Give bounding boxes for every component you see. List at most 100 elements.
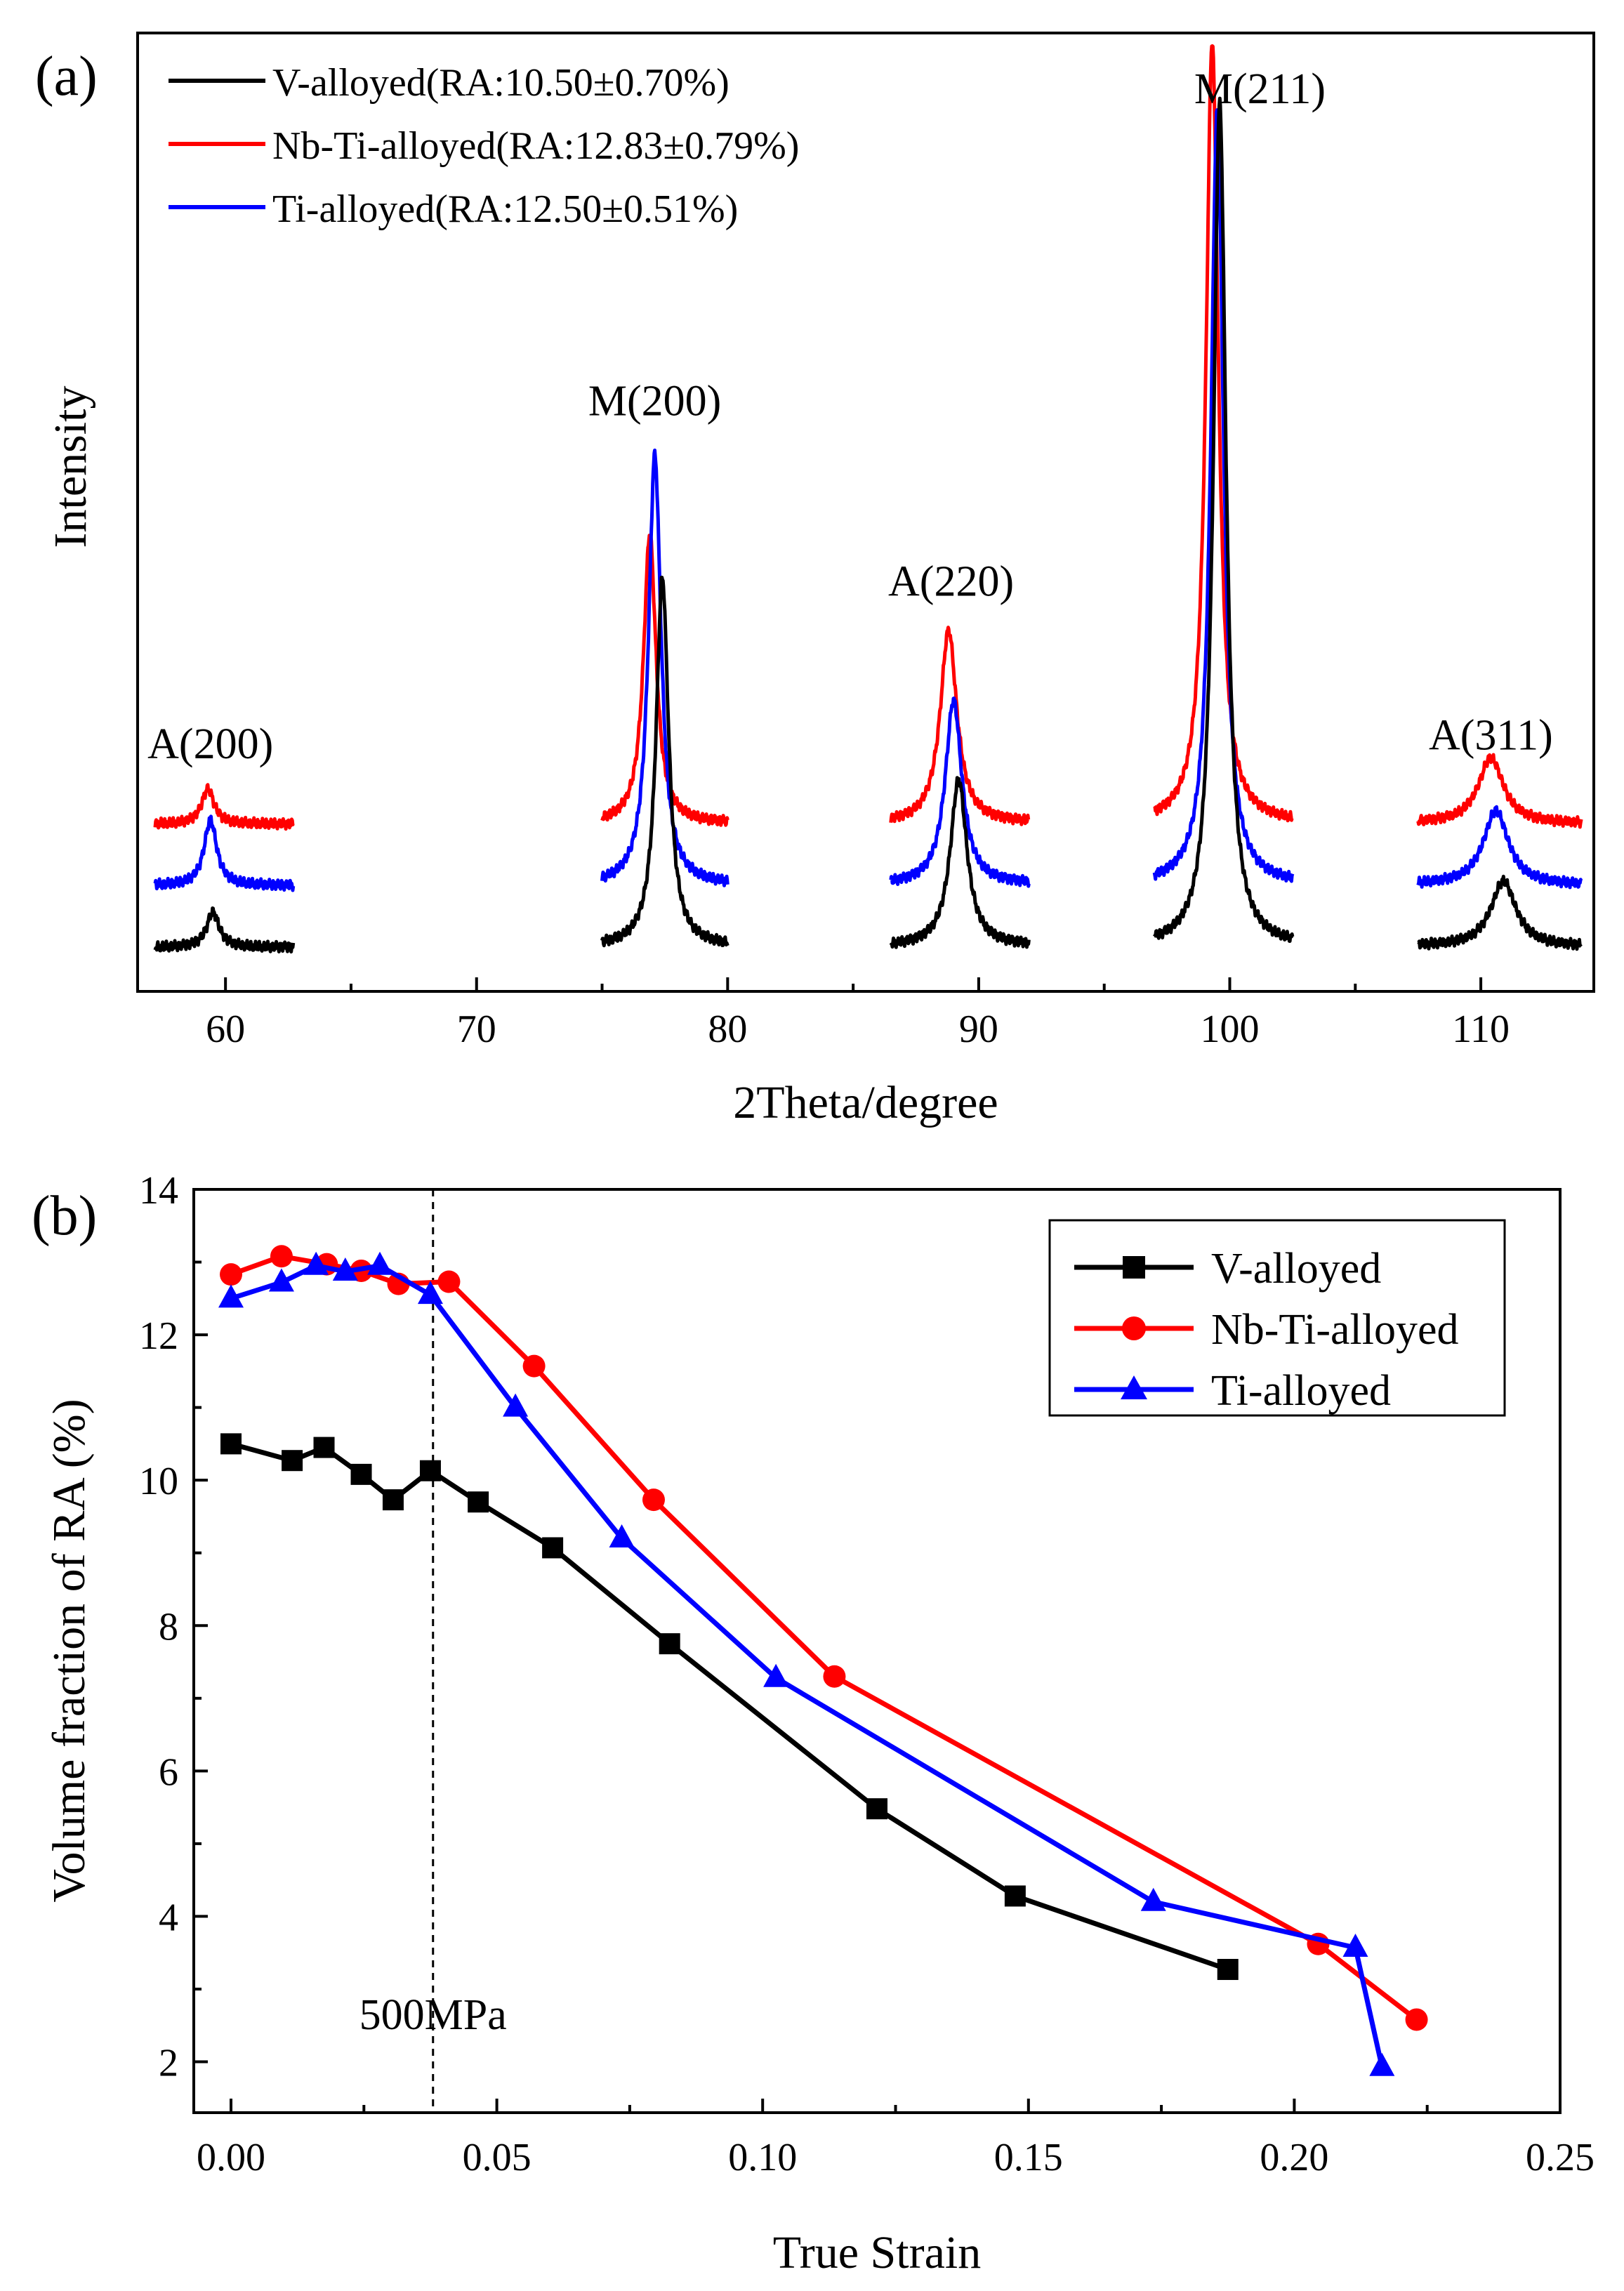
data-point-v-alloyed <box>220 1433 242 1455</box>
panel-b-plot-frame <box>192 1188 1562 2114</box>
legend-a-label-nb-ti-alloyed: Nb-Ti-alloyed(RA:12.83±0.79%) <box>272 124 799 168</box>
xrd-line-ti-alloyed <box>1416 805 1583 890</box>
panel-b-x-axis-label: True Strain <box>773 2227 981 2278</box>
data-point-ti-alloyed <box>609 1524 635 1548</box>
panel-b-legend: V-alloyed Nb-Ti-alloyed Ti-alloyed <box>1048 1219 1506 1417</box>
data-point-v-alloyed <box>350 1463 372 1485</box>
xrd-line-nb-ti-alloyed <box>1153 44 1294 823</box>
data-point-ti-alloyed <box>303 1251 329 1275</box>
panel-b-y-tick-label: 14 <box>139 1169 178 1213</box>
panel-b-series <box>218 1245 1428 2076</box>
panel-b-y-axis-label: Volume fraction of RA (%) <box>44 1399 95 1902</box>
panel-b-x-ticks: 0.00 0.05 0.10 0.15 0.20 0.25 <box>197 2099 1595 2179</box>
peak-label-a-200: A(200) <box>147 720 273 768</box>
panel-b-x-tick-label: 0.10 <box>728 2136 797 2179</box>
panel-b-y-ticks: 2 4 6 8 10 12 14 <box>139 1169 208 2085</box>
legend-b-marker-v-alloyed <box>1123 1256 1145 1279</box>
panel-b-x-tick-label: 0.20 <box>1260 2136 1328 2179</box>
data-point-v-alloyed <box>382 1489 404 1511</box>
data-point-nb-ti-alloyed <box>220 1263 243 1286</box>
panel-b-y-tick-label: 2 <box>159 2042 178 2085</box>
data-point-v-alloyed <box>1217 1959 1239 1981</box>
xrd-line-v-alloyed <box>889 776 1031 949</box>
xrd-line-nb-ti-alloyed <box>153 783 295 831</box>
panel-b: (b) 0.00 0.05 0.10 0.15 0.20 0.25 2468101214 … <box>32 1169 1595 2278</box>
data-point-ti-alloyed <box>1369 2052 1395 2076</box>
data-point-v-alloyed <box>468 1491 489 1513</box>
data-point-ti-alloyed <box>763 1663 789 1687</box>
panel-a-x-axis-label: 2Theta/degree <box>733 1077 998 1128</box>
panel-a-peak-labels: A(200) M(200) A(220) M(211) A(311) <box>147 65 1553 768</box>
panel-a-plot-frame <box>136 32 1595 993</box>
legend-b-label-ti-alloyed: Ti-alloyed <box>1211 1367 1391 1415</box>
panel-b-y-tick-label: 10 <box>139 1460 178 1503</box>
data-point-ti-alloyed <box>367 1251 393 1275</box>
panel-a-series <box>153 44 1583 953</box>
panel-a-letter: (a) <box>35 46 98 107</box>
panel-a-x-tick-label: 60 <box>206 1008 245 1051</box>
data-point-v-alloyed <box>282 1450 303 1472</box>
data-point-ti-alloyed <box>268 1268 294 1292</box>
xrd-line-ti-alloyed <box>889 696 1031 888</box>
data-point-nb-ti-alloyed <box>270 1245 293 1268</box>
data-point-v-alloyed <box>542 1537 564 1559</box>
legend-a-label-ti-alloyed: Ti-alloyed(RA:12.50±0.51%) <box>272 187 738 231</box>
panel-b-y-tick-label: 8 <box>159 1605 178 1649</box>
data-point-nb-ti-alloyed <box>522 1354 546 1378</box>
panel-b-x-tick-label: 0.05 <box>463 2136 532 2179</box>
peak-label-m-211: M(211) <box>1194 65 1326 113</box>
panel-a-x-tick-label: 70 <box>457 1008 496 1051</box>
xrd-line-nb-ti-alloyed <box>600 534 730 827</box>
xrd-line-nb-ti-alloyed <box>1416 753 1583 829</box>
xrd-line-nb-ti-alloyed <box>889 626 1031 826</box>
data-point-ti-alloyed <box>332 1257 358 1281</box>
xrd-line-v-alloyed <box>1417 874 1583 951</box>
data-point-nb-ti-alloyed <box>823 1665 846 1688</box>
data-point-ti-alloyed <box>503 1393 529 1417</box>
legend-b-label-v-alloyed: V-alloyed <box>1211 1245 1381 1293</box>
data-point-ti-alloyed <box>1342 1933 1368 1957</box>
panel-a-x-tick-label: 110 <box>1452 1008 1510 1051</box>
xrd-line-ti-alloyed <box>1152 108 1295 883</box>
panel-a-x-tick-label: 80 <box>708 1008 747 1051</box>
panel-a: (a) 60 70 80 90 100 110 A(200) M(200) A(220) M(2… <box>35 32 1595 1128</box>
legend-b-box <box>1048 1219 1506 1417</box>
panel-b-y-tick-label: 12 <box>139 1314 178 1358</box>
legend-a-label-v-alloyed: V-alloyed(RA:10.50±0.70%) <box>272 61 730 105</box>
peak-label-a-311: A(311) <box>1429 712 1553 760</box>
legend-b-marker-nb-ti-alloyed <box>1122 1316 1146 1340</box>
data-point-v-alloyed <box>419 1460 441 1481</box>
data-point-nb-ti-alloyed <box>1405 2008 1428 2031</box>
panel-a-x-ticks: 60 70 80 90 100 110 <box>206 977 1510 1051</box>
peak-label-m-200: M(200) <box>588 378 721 425</box>
panel-b-y-tick-label: 4 <box>159 1896 178 1939</box>
data-point-nb-ti-alloyed <box>437 1270 461 1293</box>
peak-label-a-220: A(220) <box>888 557 1014 605</box>
data-point-ti-alloyed <box>417 1281 443 1305</box>
panel-b-x-tick-label: 0.25 <box>1526 2136 1595 2179</box>
series-line-v-alloyed <box>230 1441 1229 1972</box>
xrd-line-v-alloyed <box>600 575 730 948</box>
data-point-v-alloyed <box>866 1798 887 1820</box>
data-point-nb-ti-alloyed <box>642 1488 665 1512</box>
xrd-line-ti-alloyed <box>600 448 730 887</box>
reference-label-500mpa: 500MPa <box>359 1991 507 2039</box>
data-point-ti-alloyed <box>218 1284 244 1308</box>
xrd-line-v-alloyed <box>1153 96 1295 943</box>
legend-b-label-nb-ti-alloyed: Nb-Ti-alloyed <box>1211 1306 1458 1354</box>
data-point-v-alloyed <box>313 1437 335 1458</box>
data-point-v-alloyed <box>1004 1885 1026 1907</box>
xrd-line-ti-alloyed <box>153 814 296 892</box>
panel-b-y-tick-label: 6 <box>159 1750 178 1794</box>
panel-a-x-tick-label: 90 <box>959 1008 998 1051</box>
xrd-line-v-alloyed <box>153 906 296 953</box>
panel-b-x-tick-label: 0.15 <box>994 2136 1063 2179</box>
data-point-v-alloyed <box>659 1633 680 1655</box>
panel-a-legend: V-alloyed(RA:10.50±0.70%) Nb-Ti-alloyed(… <box>169 61 799 231</box>
data-point-ti-alloyed <box>1140 1887 1166 1911</box>
panel-a-y-axis-label: Intensity <box>45 386 96 548</box>
panel-b-letter: (b) <box>32 1185 97 1247</box>
legend-b-marker-ti-alloyed <box>1121 1375 1147 1399</box>
panel-b-x-tick-label: 0.00 <box>197 2136 265 2179</box>
